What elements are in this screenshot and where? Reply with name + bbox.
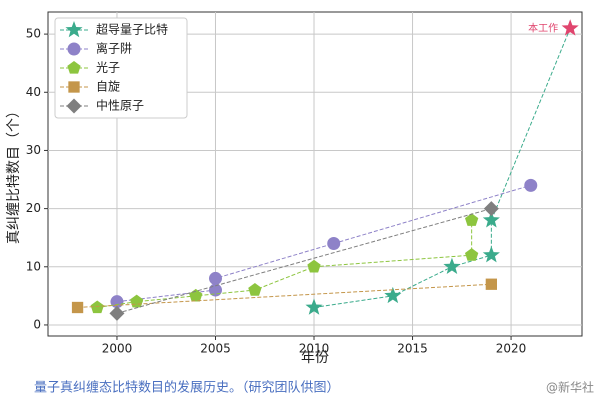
plot-frame: [47, 11, 583, 337]
marker: [443, 257, 461, 275]
y-axis-label: 真纠缠比特数目（个）: [5, 104, 22, 244]
marker: [305, 298, 323, 315]
marker: [248, 283, 262, 296]
caption: 量子真纠缠态比特数目的发展历史。（研究团队供图）: [34, 380, 340, 396]
y-tick-label: 40: [26, 85, 41, 99]
x-tick-label: 2005: [200, 342, 231, 356]
marker: [485, 278, 498, 290]
x-tick-label: 2015: [397, 342, 428, 356]
marker: [561, 19, 579, 36]
legend-label: 超导量子比特: [96, 22, 168, 37]
marker: [327, 237, 341, 251]
marker: [67, 42, 81, 56]
marker: [483, 201, 499, 217]
legend-label: 自旋: [96, 80, 120, 94]
marker: [71, 301, 84, 314]
marker: [464, 248, 479, 261]
series-line: [313, 28, 571, 308]
series-line: [116, 208, 492, 314]
y-tick-label: 30: [26, 143, 41, 157]
legend-label: 光子: [96, 61, 120, 75]
legend-label: 离子阱: [96, 41, 132, 56]
y-tick-label: 50: [26, 27, 41, 41]
marker: [65, 21, 83, 38]
series-line: [97, 220, 473, 308]
marker: [482, 246, 500, 263]
y-tick-label: 0: [33, 317, 41, 331]
watermark: @新华社: [546, 380, 594, 395]
marker: [482, 211, 500, 228]
marker: [524, 178, 538, 192]
marker: [66, 98, 82, 114]
y-tick-label: 20: [26, 201, 41, 215]
x-axis-label: 年份: [301, 350, 329, 366]
marker: [67, 61, 81, 74]
series-line: [77, 283, 492, 308]
y-tick-label: 10: [26, 259, 41, 273]
series-line: [116, 184, 531, 303]
marker: [109, 305, 125, 321]
marker: [68, 81, 80, 93]
marker: [307, 259, 321, 273]
x-tick-label: 2020: [496, 342, 527, 356]
legend-label: 中性原子: [96, 98, 144, 113]
x-tick-label: 2010: [299, 342, 330, 356]
legend-box: [54, 17, 188, 119]
marker: [384, 286, 402, 304]
x-tick-label: 2000: [102, 342, 133, 356]
marker: [208, 271, 222, 285]
marker: [464, 213, 479, 226]
marker: [130, 294, 144, 308]
annotation: 本工作: [528, 21, 558, 34]
